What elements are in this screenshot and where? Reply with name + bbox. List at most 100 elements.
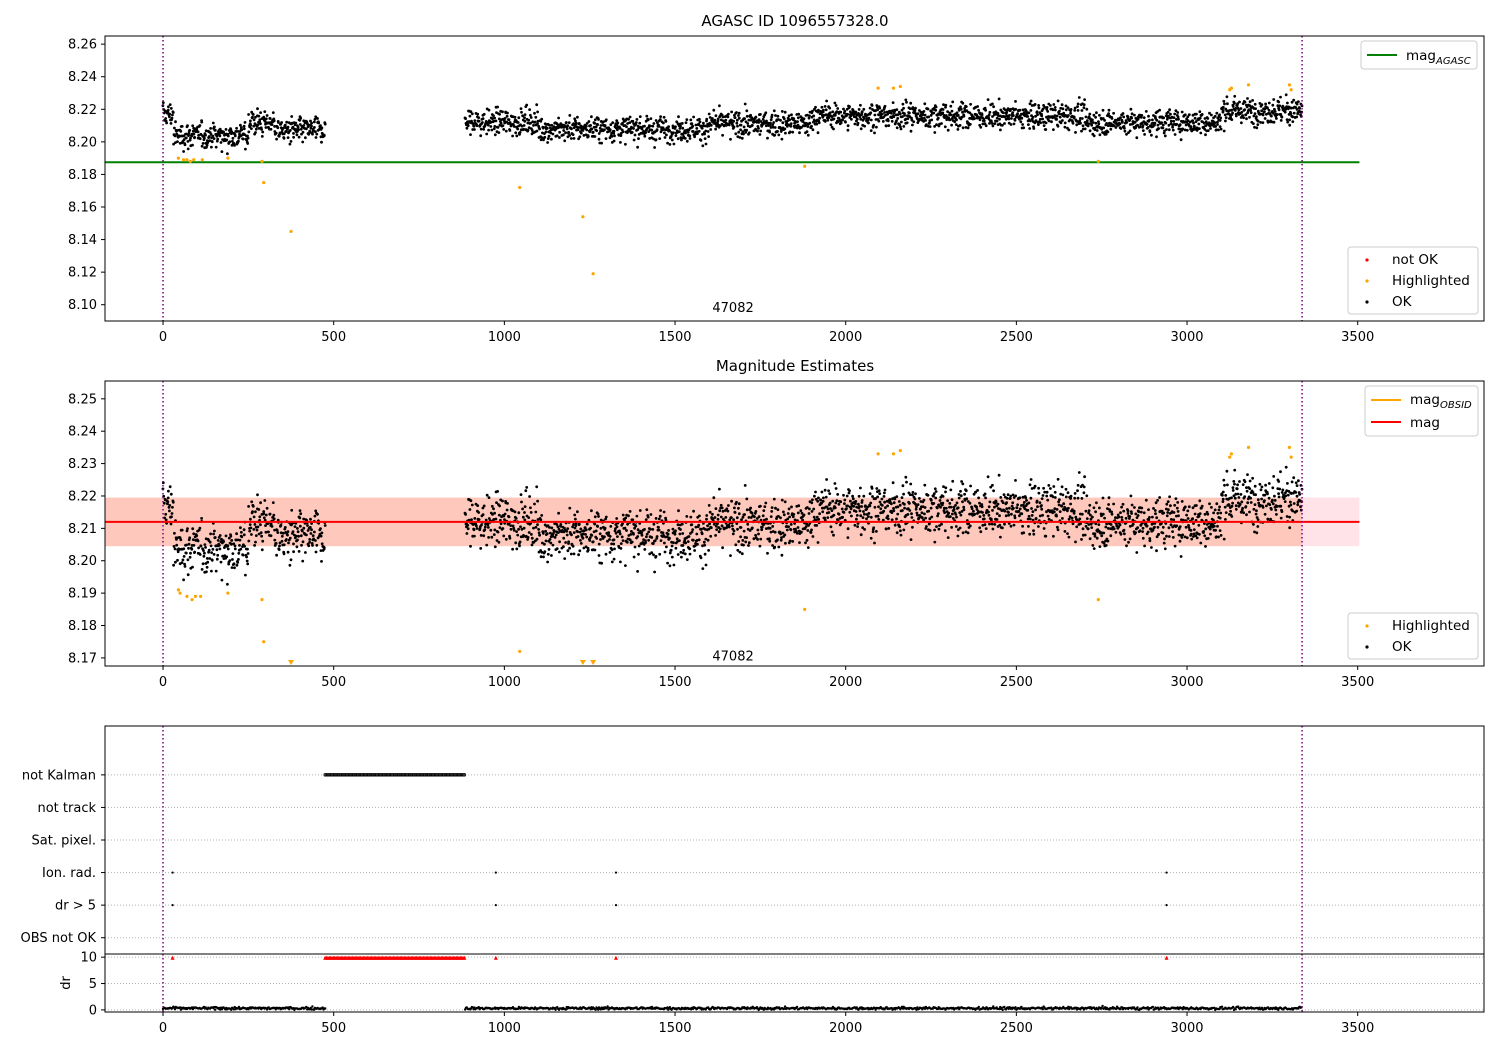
ok-point bbox=[1092, 506, 1096, 510]
ok-point bbox=[251, 115, 254, 119]
ok-point bbox=[764, 124, 768, 128]
ok-point bbox=[587, 120, 591, 123]
ok-point bbox=[619, 141, 622, 144]
ok-point bbox=[986, 98, 990, 101]
ok-point bbox=[766, 136, 769, 140]
ok-point bbox=[881, 120, 885, 123]
x-tick-label: 3500 bbox=[1341, 330, 1374, 345]
ok-point bbox=[1213, 508, 1217, 512]
ok-point bbox=[271, 111, 275, 114]
ok-point bbox=[230, 539, 234, 542]
ok-point bbox=[1052, 485, 1056, 488]
ok-point bbox=[621, 513, 625, 517]
ok-point bbox=[712, 496, 716, 500]
ok-point bbox=[707, 527, 711, 531]
ok-point bbox=[807, 116, 811, 120]
ok-point bbox=[666, 532, 670, 536]
ok-point bbox=[1172, 511, 1176, 514]
ok-point bbox=[1088, 513, 1092, 517]
ok-point bbox=[608, 535, 612, 538]
ok-point bbox=[1286, 120, 1290, 124]
ok-point bbox=[987, 513, 991, 517]
ok-point bbox=[1119, 511, 1122, 514]
ok-point bbox=[946, 499, 949, 502]
ok-point bbox=[278, 541, 282, 545]
ok-point bbox=[1202, 530, 1206, 533]
ok-point bbox=[908, 493, 912, 497]
ok-point bbox=[805, 522, 808, 526]
ok-point bbox=[898, 525, 901, 529]
ok-point bbox=[485, 543, 489, 547]
ok-point bbox=[1264, 102, 1267, 106]
ok-point bbox=[683, 552, 687, 556]
ok-point bbox=[1098, 113, 1101, 117]
ok-point bbox=[608, 128, 612, 132]
ok-point bbox=[1181, 533, 1185, 537]
ok-point bbox=[1226, 483, 1229, 487]
ok-point bbox=[249, 526, 253, 530]
ok-point bbox=[893, 523, 897, 527]
agasc-panel: AGASC ID 1096557328.0 0 500 1000 1500 2000 25… bbox=[68, 12, 1485, 345]
ok-point bbox=[961, 110, 964, 114]
ok-point bbox=[1114, 126, 1118, 129]
ok-point bbox=[1122, 115, 1126, 119]
ok-point bbox=[1192, 124, 1196, 128]
ok-point bbox=[709, 534, 713, 538]
ok-point bbox=[496, 105, 499, 109]
ok-point bbox=[1033, 103, 1037, 106]
ok-point bbox=[515, 547, 519, 551]
ok-point bbox=[881, 518, 885, 522]
ok-point bbox=[225, 138, 229, 142]
ok-point bbox=[942, 506, 946, 510]
ok-point bbox=[1186, 119, 1190, 122]
ok-point bbox=[241, 553, 245, 557]
ok-point bbox=[1267, 109, 1271, 112]
ok-point bbox=[265, 506, 269, 510]
ok-point bbox=[692, 115, 695, 119]
ok-point bbox=[969, 484, 972, 488]
ok-point bbox=[1110, 512, 1114, 516]
ok-point bbox=[253, 544, 256, 547]
ok-point bbox=[1281, 104, 1285, 108]
ok-point bbox=[739, 128, 742, 132]
ok-point bbox=[817, 518, 821, 521]
ok-point bbox=[1081, 483, 1084, 487]
ok-point bbox=[523, 119, 527, 123]
ok-point bbox=[482, 127, 486, 131]
ok-point bbox=[730, 499, 733, 503]
ok-point bbox=[1066, 106, 1070, 109]
ok-point bbox=[759, 113, 762, 116]
ok-point bbox=[1187, 113, 1191, 117]
ok-point bbox=[497, 117, 501, 121]
ok-point bbox=[658, 118, 662, 121]
ok-point bbox=[1074, 515, 1078, 519]
ok-point bbox=[1178, 525, 1182, 528]
ok-point bbox=[309, 119, 312, 123]
ok-point bbox=[298, 123, 302, 126]
ok-point bbox=[576, 530, 579, 534]
ok-point bbox=[991, 115, 994, 118]
ok-point bbox=[952, 508, 956, 511]
ok-point bbox=[1062, 502, 1066, 506]
ok-point bbox=[1019, 120, 1023, 124]
ok-point bbox=[908, 502, 911, 505]
ok-point bbox=[1022, 531, 1026, 535]
ok-point bbox=[255, 528, 259, 532]
ok-point bbox=[599, 518, 603, 522]
ok-point bbox=[179, 538, 183, 542]
ok-point bbox=[874, 109, 877, 113]
ok-point bbox=[950, 123, 953, 127]
ok-point bbox=[594, 125, 598, 129]
ok-point bbox=[800, 511, 804, 515]
ok-point bbox=[610, 542, 613, 546]
ok-point bbox=[1103, 119, 1106, 122]
ok-point bbox=[1165, 534, 1168, 538]
ok-point bbox=[1083, 98, 1086, 101]
ok-point bbox=[537, 528, 540, 531]
ok-point bbox=[521, 507, 524, 511]
ok-point bbox=[823, 120, 827, 123]
ok-point bbox=[490, 504, 494, 508]
ok-point bbox=[1106, 539, 1110, 543]
ok-point bbox=[676, 137, 680, 141]
ok-point bbox=[528, 108, 531, 111]
